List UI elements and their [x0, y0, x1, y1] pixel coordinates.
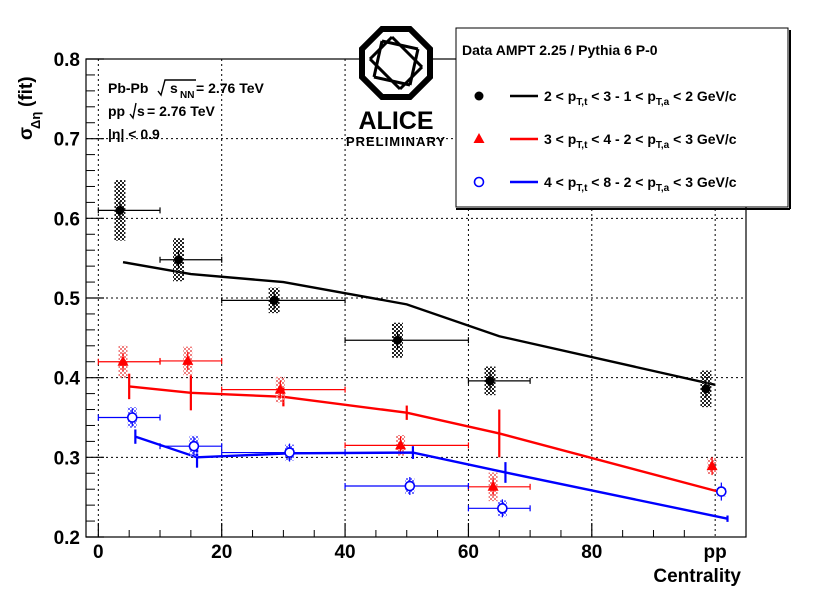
svg-text:ALICE: ALICE [359, 107, 434, 135]
legend-marker [473, 176, 485, 188]
svg-text:Pb-Pb: Pb-Pb [108, 80, 148, 96]
x-tick-label: 20 [211, 542, 232, 563]
data-point [485, 376, 495, 386]
y-tick-label: 0.8 [54, 50, 80, 71]
data-layer [97, 180, 729, 522]
y-tick-label: 0.7 [54, 130, 80, 151]
legend-entry-1: 2 < pT,t < 3 - 1 < pT,a < 2 GeV/c [474, 88, 737, 108]
series-2 [97, 345, 723, 502]
data-point [497, 503, 508, 514]
alice-logo: ALICE PRELIMINARY [346, 26, 446, 149]
svg-text:s: s [137, 103, 145, 119]
legend-marker [473, 133, 485, 143]
alice-octagon-icon [359, 26, 433, 100]
data-point [404, 480, 416, 492]
legend: Data AMPT 2.25 / Pythia 6 P-0 2 < pT,t <… [455, 27, 791, 210]
axes: 0.2 0.3 0.4 0.5 0.6 0.7 0.8 0 20 40 60 80 pp [54, 50, 727, 563]
data-point [392, 335, 402, 345]
model-line [122, 260, 716, 387]
data-point [174, 255, 184, 265]
data-point [126, 412, 138, 423]
series-1 [97, 180, 716, 408]
model-line [134, 435, 728, 520]
svg-text:= 2.76 TeV: = 2.76 TeV [196, 80, 265, 96]
x-tick-label: 40 [334, 542, 355, 563]
y-tick-label: 0.6 [54, 209, 80, 230]
x-tick-label: 0 [93, 542, 104, 563]
data-point [284, 447, 295, 458]
data-point [701, 384, 711, 394]
y-tick-label: 0.5 [54, 289, 81, 310]
svg-text:NN: NN [180, 90, 194, 101]
x-axis-label: Centrality [653, 566, 741, 587]
x-tick-label: 80 [581, 542, 602, 563]
x-tick-label: 60 [458, 542, 479, 563]
svg-text:s: s [170, 80, 178, 96]
svg-text:pp: pp [108, 103, 125, 119]
y-axis-label: σ Δη (fit) [16, 76, 43, 140]
y-tick-label: 0.4 [54, 369, 81, 390]
data-point [269, 295, 279, 305]
legend-header: Data AMPT 2.25 / Pythia 6 P-0 [462, 42, 658, 58]
svg-text:|η| < 0.9: |η| < 0.9 [108, 126, 160, 142]
data-point [182, 354, 194, 365]
svg-text:Δη: Δη [28, 112, 43, 129]
svg-text:= 2.76 TeV: = 2.76 TeV [147, 103, 216, 119]
data-point [395, 439, 407, 450]
series-3 [97, 407, 729, 522]
data-point [274, 383, 286, 394]
legend-entry-2: 3 < pT,t < 4 - 2 < pT,a < 3 GeV/c [473, 131, 737, 151]
data-point [188, 440, 200, 452]
svg-text:σ: σ [16, 127, 37, 140]
y-tick-label: 0.2 [54, 528, 80, 549]
legend-label: 4 < pT,t < 8 - 2 < pT,a < 3 GeV/c [544, 174, 737, 194]
legend-marker [474, 91, 484, 101]
svg-text:PRELIMINARY: PRELIMINARY [346, 134, 446, 149]
model-line [129, 385, 722, 494]
legend-entry-3: 4 < pT,t < 8 - 2 < pT,a < 3 GeV/c [473, 174, 737, 194]
x-tick-label-pp: pp [704, 542, 727, 563]
data-point [117, 355, 129, 366]
legend-label: 3 < pT,t < 4 - 2 < pT,a < 3 GeV/c [544, 131, 737, 151]
legend-box [455, 27, 789, 208]
energy-annotation: Pb-Pb s NN = 2.76 TeV pp s = 2.76 TeV |η… [108, 79, 265, 142]
data-point [115, 205, 125, 215]
data-point [706, 460, 718, 471]
data-point [716, 486, 727, 497]
data-point [487, 480, 499, 491]
svg-text:(fit): (fit) [16, 76, 37, 107]
y-tick-label: 0.3 [54, 448, 80, 469]
legend-label: 2 < pT,t < 3 - 1 < pT,a < 2 GeV/c [544, 88, 737, 108]
grid [86, 59, 746, 537]
